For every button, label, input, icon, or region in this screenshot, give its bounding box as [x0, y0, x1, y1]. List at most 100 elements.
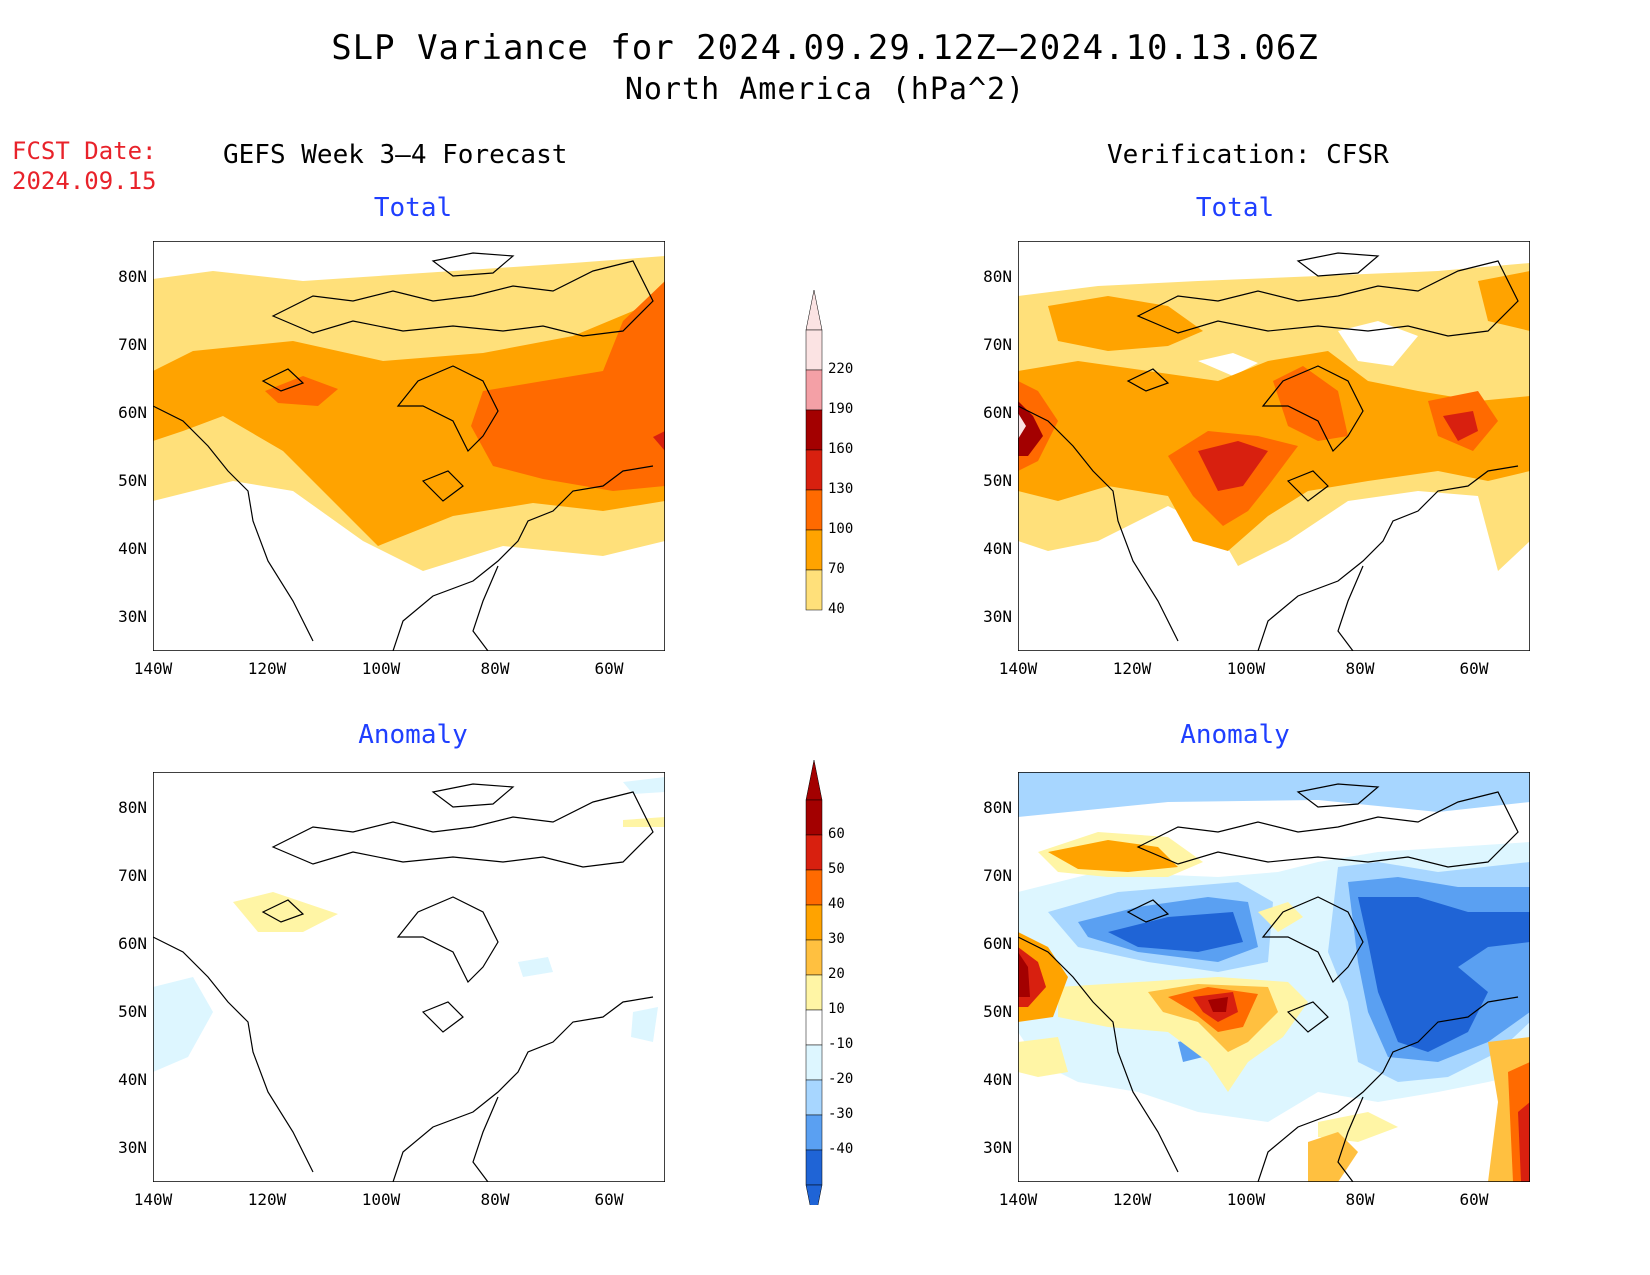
colorbar-label: 10 — [828, 1001, 845, 1017]
colorbar-triangle-bottom — [805, 1184, 823, 1226]
map-forecast-total — [153, 241, 673, 651]
colorbar-label: 100 — [828, 521, 854, 537]
lon-tick-verification-anomaly: 100W — [1226, 1190, 1266, 1209]
map-verification-anomaly — [1018, 772, 1538, 1182]
column-header-verification: Verification: CFSR — [1107, 140, 1389, 170]
colorbar-swatch — [805, 1114, 823, 1151]
colorbar-swatch — [805, 1044, 823, 1081]
colorbar-label: -30 — [828, 1106, 854, 1122]
colorbar-label: 50 — [828, 861, 845, 877]
lat-tick-forecast-anomaly: 40N — [118, 1070, 147, 1089]
colorbar-total-swatches — [805, 289, 823, 611]
colorbar-swatch — [805, 834, 823, 871]
lon-tick-verification-total: 140W — [998, 659, 1038, 678]
main-subtitle: North America (hPa^2) — [624, 72, 1026, 107]
colorbar-swatch — [805, 569, 823, 611]
lat-tick-forecast-anomaly: 50N — [118, 1002, 147, 1021]
map-forecast-anomaly — [153, 772, 673, 1182]
lon-tick-forecast-anomaly: 60W — [594, 1190, 624, 1209]
lat-tick-forecast-total: 40N — [118, 539, 147, 558]
lat-tick-forecast-anomaly: 60N — [118, 934, 147, 953]
colorbar-label: 220 — [828, 361, 854, 377]
colorbar-label: 60 — [828, 826, 845, 842]
lat-tick-verification-anomaly: 70N — [983, 866, 1012, 885]
colorbar-label: 130 — [828, 481, 854, 497]
lon-tick-forecast-total: 100W — [361, 659, 401, 678]
panel-title-verification-total: Total — [1195, 193, 1275, 223]
forecast-date: FCST Date: 2024.09.15 — [12, 136, 157, 196]
lon-tick-verification-anomaly: 140W — [998, 1190, 1038, 1209]
colorbar-swatch — [805, 449, 823, 491]
lon-tick-forecast-total: 80W — [480, 659, 510, 678]
colorbar-label: 40 — [828, 896, 845, 912]
lon-tick-verification-anomaly: 120W — [1112, 1190, 1152, 1209]
colorbar-label: 190 — [828, 401, 854, 417]
lat-tick-forecast-total: 80N — [118, 267, 147, 286]
panel-title-forecast-total: Total — [373, 193, 453, 223]
lon-tick-forecast-anomaly: 140W — [133, 1190, 173, 1209]
colorbar-label: -10 — [828, 1036, 854, 1052]
main-title: SLP Variance for 2024.09.29.12Z–2024.10.… — [331, 28, 1319, 68]
lon-tick-forecast-anomaly: 100W — [361, 1190, 401, 1209]
lat-tick-verification-anomaly: 30N — [983, 1138, 1012, 1157]
colorbar-swatch — [805, 869, 823, 906]
lat-tick-forecast-total: 70N — [118, 335, 147, 354]
forecast-date-value: 2024.09.15 — [12, 167, 157, 195]
lat-tick-verification-anomaly: 40N — [983, 1070, 1012, 1089]
colorbar-triangle-top — [805, 289, 823, 331]
lon-tick-verification-total: 120W — [1112, 659, 1152, 678]
colorbar-swatch — [805, 489, 823, 531]
colorbar-label: -40 — [828, 1141, 854, 1157]
colorbar-label: 160 — [828, 441, 854, 457]
lon-tick-verification-anomaly: 80W — [1345, 1190, 1375, 1209]
colorbar-label: 30 — [828, 931, 845, 947]
colorbar-label: 70 — [828, 561, 845, 577]
colorbar-swatch — [805, 1009, 823, 1046]
lat-tick-verification-total: 80N — [983, 267, 1012, 286]
lat-tick-verification-total: 60N — [983, 403, 1012, 422]
lat-tick-forecast-anomaly: 30N — [118, 1138, 147, 1157]
lat-tick-verification-anomaly: 80N — [983, 798, 1012, 817]
colorbar-swatch — [805, 329, 823, 371]
colorbar-label: 20 — [828, 966, 845, 982]
lat-tick-verification-total: 50N — [983, 471, 1012, 490]
colorbar-swatch — [805, 904, 823, 941]
lat-tick-verification-anomaly: 60N — [983, 934, 1012, 953]
forecast-date-label: FCST Date: — [12, 137, 157, 165]
lon-tick-forecast-total: 60W — [594, 659, 624, 678]
map-verification-total — [1018, 241, 1538, 651]
lon-tick-verification-total: 60W — [1459, 659, 1489, 678]
map-verification-anomaly-canvas — [1018, 772, 1530, 1182]
lon-tick-verification-anomaly: 60W — [1459, 1190, 1489, 1209]
colorbar-swatch — [805, 409, 823, 451]
lon-tick-forecast-anomaly: 120W — [247, 1190, 287, 1209]
lat-tick-forecast-total: 30N — [118, 607, 147, 626]
lat-tick-verification-total: 70N — [983, 335, 1012, 354]
lat-tick-forecast-total: 50N — [118, 471, 147, 490]
lon-tick-forecast-total: 140W — [133, 659, 173, 678]
map-forecast-anomaly-canvas — [153, 772, 665, 1182]
colorbar-swatch — [805, 974, 823, 1011]
colorbar-anomaly: 60 50 40 30 20 10 -10 -20 -30 -40 — [800, 755, 920, 1226]
colorbar-swatch — [805, 939, 823, 976]
colorbar-label: -20 — [828, 1071, 854, 1087]
lat-tick-forecast-anomaly: 80N — [118, 798, 147, 817]
colorbar-swatch — [805, 1079, 823, 1116]
lat-tick-verification-anomaly: 50N — [983, 1002, 1012, 1021]
column-header-forecast: GEFS Week 3–4 Forecast — [223, 140, 568, 170]
lat-tick-verification-total: 30N — [983, 607, 1012, 626]
colorbar-triangle-top — [805, 759, 823, 801]
colorbar-swatch — [805, 799, 823, 836]
colorbar-anomaly-swatches — [805, 759, 823, 1226]
colorbar-label: 40 — [828, 601, 845, 617]
panel-title-verification-anomaly: Anomaly — [1180, 720, 1290, 750]
lon-tick-forecast-total: 120W — [247, 659, 287, 678]
lon-tick-forecast-anomaly: 80W — [480, 1190, 510, 1209]
map-forecast-total-canvas — [153, 241, 665, 651]
lon-tick-verification-total: 100W — [1226, 659, 1266, 678]
panel-title-forecast-anomaly: Anomaly — [358, 720, 468, 750]
map-verification-total-canvas — [1018, 241, 1530, 651]
colorbar-total: 220 190 160 130 100 70 40 — [800, 285, 920, 617]
lon-tick-verification-total: 80W — [1345, 659, 1375, 678]
colorbar-swatch — [805, 369, 823, 411]
